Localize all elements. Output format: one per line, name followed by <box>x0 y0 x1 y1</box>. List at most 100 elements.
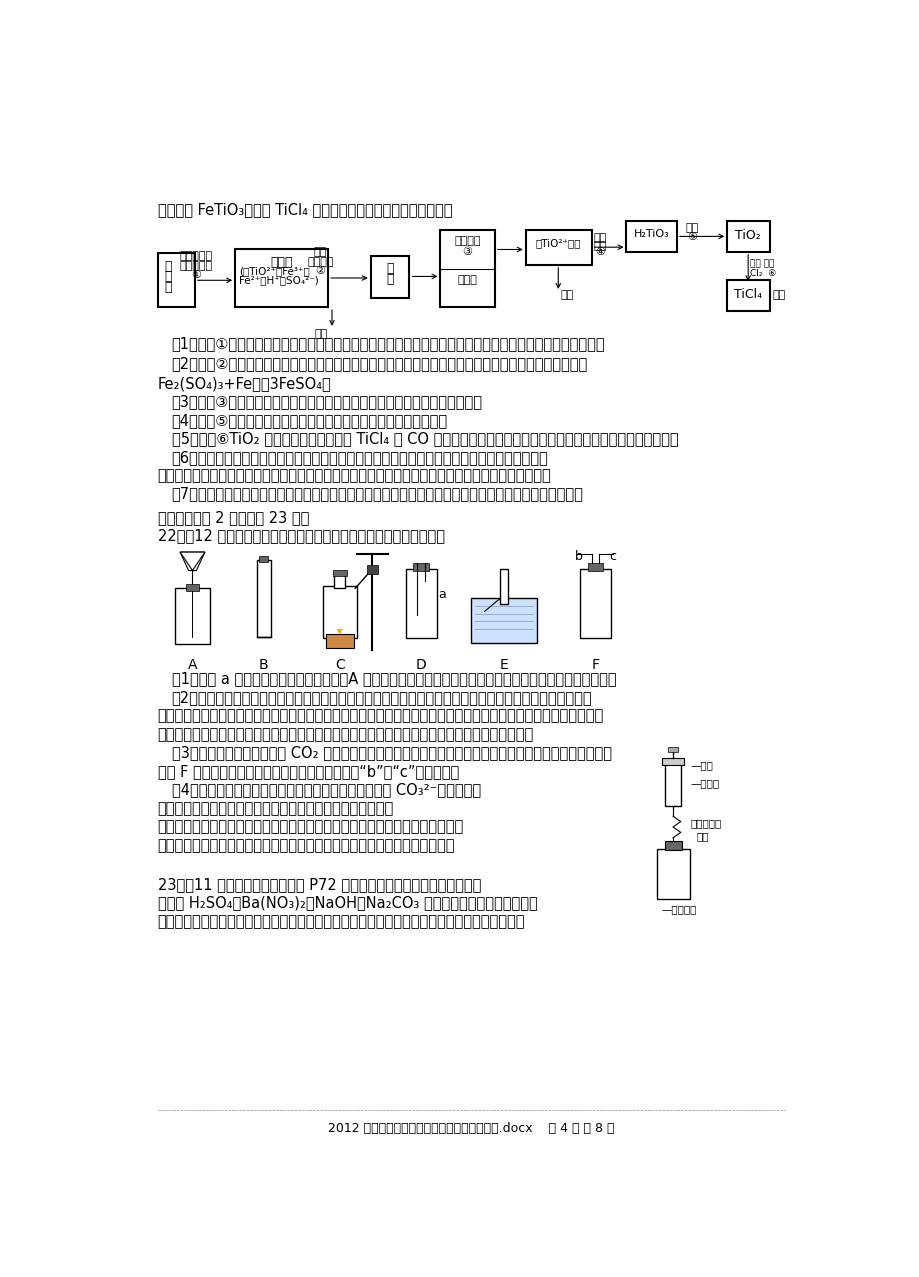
Text: 废液: 废液 <box>560 290 573 300</box>
Text: （1）步骤①馒铁矿加硫酸前经过选矿、洗涤、粉碎，其中粉碎的目的是　　　　　　　　　　　　　　　　。: （1）步骤①馒铁矿加硫酸前经过选矿、洗涤、粉碎，其中粉碎的目的是 。 <box>171 336 605 351</box>
Text: C: C <box>335 658 345 672</box>
Text: 足量稀硫酸: 足量稀硫酸 <box>179 252 212 261</box>
Text: 趁热过滤: 趁热过滤 <box>307 257 334 267</box>
Bar <box>664 764 680 806</box>
Text: A: A <box>187 658 197 672</box>
Text: 铁: 铁 <box>165 271 172 283</box>
Text: （5）步骤⑥TiO₂ 和焦炭、氯气反应生成 TiCl₄ 和 CO 的化学方程式：　　　　　　　　　　　　　　　　　　　　。: （5）步骤⑥TiO₂ 和焦炭、氯气反应生成 TiCl₄ 和 CO 的化学方程式：… <box>171 432 677 446</box>
Text: 废气: 废气 <box>771 290 785 300</box>
Text: 灼烧: 灼烧 <box>685 223 698 234</box>
Bar <box>176 589 210 644</box>
Bar <box>626 221 676 252</box>
Text: 焦炭 高温: 焦炭 高温 <box>750 259 774 268</box>
Text: —青霉素瓶: —青霉素瓶 <box>661 904 696 914</box>
Text: （2）用氯酸鐗和二氧化锤制取并收集较纯的氧气，应选上图中的　　　　　　　　　　　　　（填字母），: （2）用氯酸鐗和二氧化锤制取并收集较纯的氧气，应选上图中的 （填字母）， <box>171 690 592 705</box>
Text: 若用 F 收集，则气体应从导管　　　　　　　　（“b”或“c”）端进入。: 若用 F 收集，则气体应从导管 （“b”或“c”）端进入。 <box>157 764 459 779</box>
Text: 素瓶中，最后在注射器中吸入　　　　　　　　　　（填名称），推入瓶中。: 素瓶中，最后在注射器中吸入 （填名称），推入瓶中。 <box>157 838 455 853</box>
Text: 加热、过滤: 加热、过滤 <box>179 261 212 271</box>
Text: TiCl₄: TiCl₄ <box>733 289 762 301</box>
Text: 是　　　　　　　　　　　　　　　　　　　　　　　　），再把样品放在青霉: 是 ），再把样品放在青霉 <box>157 820 463 834</box>
Text: 矿: 矿 <box>165 281 172 294</box>
Text: 冷却结晶: 冷却结晶 <box>454 236 481 246</box>
Text: 滴斗: 滴斗 <box>696 831 708 842</box>
Text: （4）步骤⑤灶烧发生的反应类型是　　　　　　　　　　　　反应。: （4）步骤⑤灶烧发生的反应类型是 反应。 <box>171 412 448 428</box>
Text: （3）实验室中要制取较多的 CO₂ 气体，应选用的发生装置为上图的　　　　　　　　　　　　（填字母），: （3）实验室中要制取较多的 CO₂ 气体，应选用的发生装置为上图的 （填字母）， <box>171 746 611 760</box>
Bar <box>667 747 677 752</box>
Text: (含TiO²⁺、Fe³⁺、: (含TiO²⁺、Fe³⁺、 <box>239 267 310 276</box>
Text: Cl₂  ⑥: Cl₂ ⑥ <box>750 268 776 277</box>
Text: 钛: 钛 <box>165 259 172 272</box>
Text: D: D <box>415 658 426 672</box>
Bar <box>579 570 610 638</box>
Text: 23、（11 分）学生在做课本下册 P72 酸碱盐之间能否反应的探究实验时，: 23、（11 分）学生在做课本下册 P72 酸碱盐之间能否反应的探究实验时， <box>157 877 481 893</box>
Text: 程中存在的不足之处是　　　　　　　　　　　　　　　　　　　　　　　　　　　　　　　　　　。: 程中存在的不足之处是 。 <box>157 469 550 483</box>
Text: （6）上述工艺具有成本低、可以用低品位的矿物为原料等优点，但依据绳色化学理念，该工艺流: （6）上述工艺具有成本低、可以用低品位的矿物为原料等优点，但依据绳色化学理念，该… <box>171 450 548 465</box>
Bar <box>440 230 494 308</box>
Polygon shape <box>180 552 205 571</box>
Bar <box>664 840 682 850</box>
Text: TiO₂: TiO₂ <box>734 229 760 241</box>
Polygon shape <box>180 552 205 571</box>
Text: b: b <box>573 550 582 563</box>
Text: 四、（本题有 2 小题，共 23 分）: 四、（本题有 2 小题，共 23 分） <box>157 510 309 525</box>
Text: —活塞: —活塞 <box>689 760 712 770</box>
Text: ①: ① <box>191 271 201 280</box>
Bar <box>259 555 268 562</box>
Text: 副产品: 副产品 <box>457 275 477 285</box>
Bar <box>471 599 537 642</box>
Text: c: c <box>608 550 616 563</box>
Text: （4）右下图是用青霉素瓶、注射器和输液管组成的检验 CO₃²⁻离子的微型: （4）右下图是用青霉素瓶、注射器和输液管组成的检验 CO₃²⁻离子的微型 <box>171 783 481 797</box>
Text: F: F <box>591 658 599 672</box>
Polygon shape <box>336 630 343 635</box>
Text: 混合液: 混合液 <box>270 255 292 268</box>
Text: 反应的化学方程式为　　　　　　　　　　　　　　　　　　　　　　　　　　　　　　　　　　　；实验结束后，: 反应的化学方程式为 ；实验结束后， <box>157 709 603 723</box>
Bar <box>256 559 270 637</box>
Text: 加热: 加热 <box>593 232 607 243</box>
Bar <box>334 573 345 587</box>
Bar <box>323 586 357 638</box>
Bar <box>525 230 591 264</box>
Bar <box>235 249 328 308</box>
Bar <box>587 563 603 571</box>
Bar <box>662 757 683 765</box>
Text: Fe₂(SO₄)₃+Fe＝＝3FeSO₄。: Fe₂(SO₄)₃+Fe＝＝3FeSO₄。 <box>157 375 331 391</box>
Text: E: E <box>499 658 508 672</box>
Text: Fe²⁺、H⁺、SO₄²⁻): Fe²⁺、H⁺、SO₄²⁻) <box>239 276 318 286</box>
Text: （7）上述流程中多次进行过滤操作，在实验室中，过滤必须用到的玻璃仪器有　　　　　　　　　　　。: （7）上述流程中多次进行过滤操作，在实验室中，过滤必须用到的玻璃仪器有 。 <box>171 487 583 502</box>
Text: （2）步骤②加入铁屑，发生反应的化学方程式有　　　　　　　　　　　　　　　　　　　　　　　　和: （2）步骤②加入铁屑，发生反应的化学方程式有 和 <box>171 356 587 370</box>
Bar <box>657 848 689 899</box>
Text: 的废液集中在一个大烧杯中，观察到废液呼白色濡浊。为了防止污染环境，化学小组将废液进行: 的废液集中在一个大烧杯中，观察到废液呼白色濡浊。为了防止污染环境，化学小组将废液… <box>157 914 525 928</box>
Text: （3）步骤③制得的副产品是（填名称）　　　　　　　　　　　　　　晶体。: （3）步骤③制得的副产品是（填名称） 晶体。 <box>171 395 482 409</box>
Text: B: B <box>259 658 268 672</box>
Text: 滤: 滤 <box>386 262 393 275</box>
Text: 澄清石灰水: 澄清石灰水 <box>689 817 720 827</box>
Bar <box>413 563 428 571</box>
Text: 含TiO²⁺滤液: 含TiO²⁺滤液 <box>535 238 581 248</box>
Bar <box>500 570 507 604</box>
Text: ②: ② <box>315 267 325 276</box>
Bar <box>325 635 353 649</box>
Bar <box>726 221 769 252</box>
Bar <box>186 584 199 590</box>
Bar <box>405 570 437 638</box>
Text: 22、（12 分）下图是实验室制取和收集气体的装置，请按要求回答：: 22、（12 分）下图是实验室制取和收集气体的装置，请按要求回答： <box>157 529 444 543</box>
Text: 铁屑: 铁屑 <box>313 248 326 257</box>
Text: 装置。实验时，先在输液管滴斗中装入澄清石灰水（操作方法: 装置。实验时，先在输液管滴斗中装入澄清石灰水（操作方法 <box>157 801 393 816</box>
Bar <box>726 280 769 312</box>
Bar <box>157 253 195 308</box>
Text: ⑤: ⑤ <box>686 232 697 241</box>
Bar <box>370 255 409 298</box>
Text: ④: ④ <box>595 248 605 257</box>
Text: 2012 年汕头市金平区升中考化学科模拟考试卷.docx    第 4 页 共 8 页: 2012 年汕头市金平区升中考化学科模拟考试卷.docx 第 4 页 共 8 页 <box>328 1122 614 1135</box>
Text: —注射器: —注射器 <box>689 778 719 788</box>
Text: a: a <box>437 589 446 601</box>
Text: 废渣: 废渣 <box>314 328 328 338</box>
Text: 过滤: 过滤 <box>593 241 607 252</box>
Text: 要成份是 FeTiO₃）制备 TiCl₄ 等产品的一种工艺流程示意图如下：: 要成份是 FeTiO₃）制备 TiCl₄ 等产品的一种工艺流程示意图如下： <box>157 202 451 217</box>
Text: 液: 液 <box>386 272 393 286</box>
Bar <box>333 570 346 576</box>
Text: 用到了 H₂SO₄、Ba(NO₃)₂、NaOH、Na₂CO₃ 四种溶液。实验结束后，所有: 用到了 H₂SO₄、Ba(NO₃)₂、NaOH、Na₂CO₃ 四种溶液。实验结束… <box>157 895 537 911</box>
Text: （1）仪器 a 的名称是　　　　　　　　，A 装置中小试管的主要作用是　　　　　　　　　　　　　　　　。: （1）仪器 a 的名称是 ，A 装置中小试管的主要作用是 。 <box>171 672 616 687</box>
Bar <box>367 566 378 575</box>
Text: 经过　　　　　　　　　、过滤、　　　　　　　　　　　　、烥干等操作回收纯净的二氧化锤。: 经过 、过滤、 、烥干等操作回收纯净的二氧化锤。 <box>157 727 533 742</box>
